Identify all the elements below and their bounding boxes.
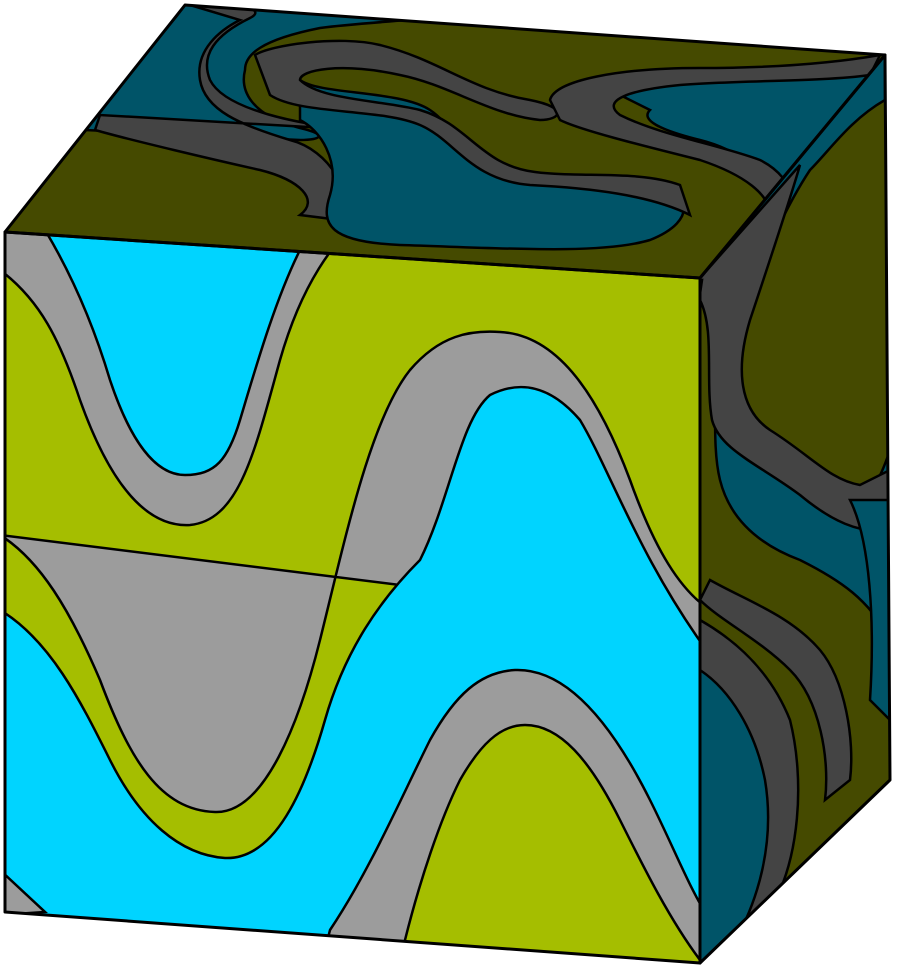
front-cyan-region-upper: [42, 232, 302, 477]
right-face-outline: [698, 53, 892, 965]
top-gray-band-center: [253, 39, 693, 218]
top-gray-band-right: [548, 53, 883, 219]
right-teal-region-edge: [847, 498, 890, 724]
cube-outline: [3, 3, 892, 965]
top-face: [5, 5, 885, 278]
right-gray-band-middle: [700, 578, 853, 803]
right-gray-band-upper: [700, 164, 890, 533]
right-face: [700, 55, 890, 963]
front-face: [5, 232, 700, 963]
top-gray-band-left: [93, 5, 361, 222]
front-olive-region-lower: [398, 723, 700, 963]
